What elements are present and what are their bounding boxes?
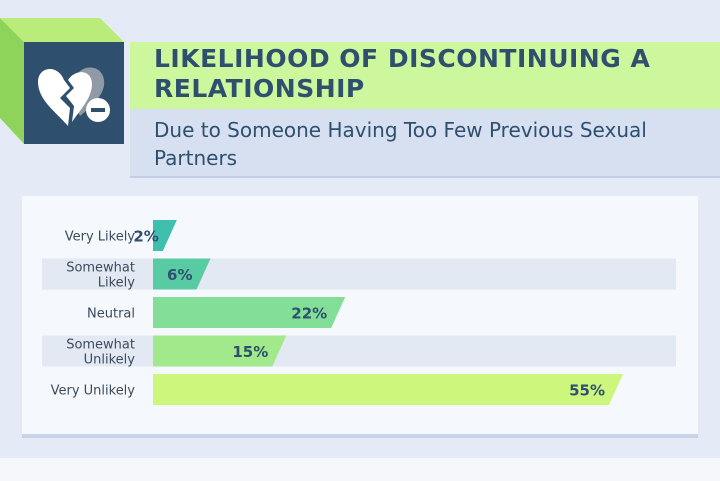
- bar-chart: 2%Very Likely6%SomewhatLikely22%Neutral1…: [42, 220, 676, 405]
- subtitle-band: [130, 109, 720, 178]
- category-label: Likely: [98, 276, 136, 291]
- bar-value-label: 55%: [569, 382, 605, 400]
- row-stripe: [42, 335, 676, 367]
- broken-heart-minus-icon: [24, 42, 124, 144]
- bar: [153, 335, 287, 367]
- chart-subtitle: Due to Someone Having Too Few Previous S…: [154, 118, 647, 170]
- bar-value-label: 6%: [167, 266, 192, 284]
- category-label: Somewhat: [66, 338, 135, 353]
- bar: [153, 258, 211, 290]
- category-label: Very Unlikely: [51, 384, 136, 399]
- category-label: Somewhat: [66, 261, 135, 276]
- bar-value-label: 15%: [232, 343, 268, 361]
- row-stripe: [42, 258, 676, 290]
- category-label: Neutral: [87, 307, 135, 322]
- bar-value-label: 2%: [133, 228, 158, 246]
- title-band: [130, 42, 720, 109]
- chart-card: 2% Very Likely 6% Somewhat Likely 22% Neutral 1…: [22, 196, 698, 438]
- category-label: Very Likely: [65, 230, 136, 245]
- icon-block: [0, 18, 125, 144]
- icon-block-top: [0, 18, 124, 42]
- bar: [153, 220, 177, 251]
- chart-title: LIKELIHOOD OF DISCONTINUING A RELATIONSH…: [154, 44, 651, 103]
- bottom-band: [0, 458, 720, 481]
- bar: [153, 374, 623, 405]
- bar-value-label: 22%: [291, 305, 327, 323]
- category-label: Unlikely: [84, 353, 136, 368]
- bar: [153, 297, 346, 328]
